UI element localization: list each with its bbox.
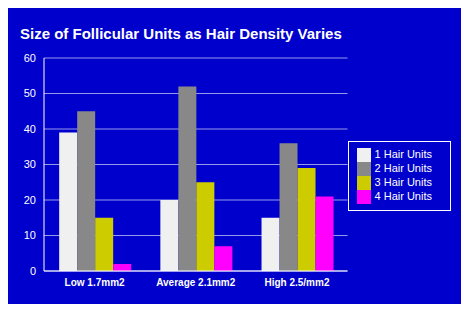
svg-text:60: 60	[24, 52, 36, 64]
svg-text:10: 10	[24, 229, 36, 241]
svg-text:40: 40	[24, 123, 36, 135]
svg-text:50: 50	[24, 87, 36, 99]
html-text:3 Hair Units: 3 Hair Units	[374, 176, 432, 188]
svg-text:30: 30	[24, 158, 36, 170]
html-text:1 Hair Units: 1 Hair Units	[374, 147, 432, 160]
svg-text:Low 1.7mm2: Low 1.7mm2	[65, 277, 125, 288]
html-text:2 Hair Units: 2 Hair Units	[374, 161, 432, 174]
svg-text:20: 20	[24, 194, 36, 206]
svg-text:Average 2.1mm2: Average 2.1mm2	[156, 277, 236, 288]
html-text:4 Hair Units: 4 Hair Units	[374, 190, 432, 203]
svg-text:0: 0	[30, 265, 36, 277]
svg-text:High 2.5/mm2: High 2.5/mm2	[264, 277, 329, 288]
html-text:Size of Follicular Units as Ha: Size of Follicular Units as Hair Density…	[20, 25, 342, 42]
